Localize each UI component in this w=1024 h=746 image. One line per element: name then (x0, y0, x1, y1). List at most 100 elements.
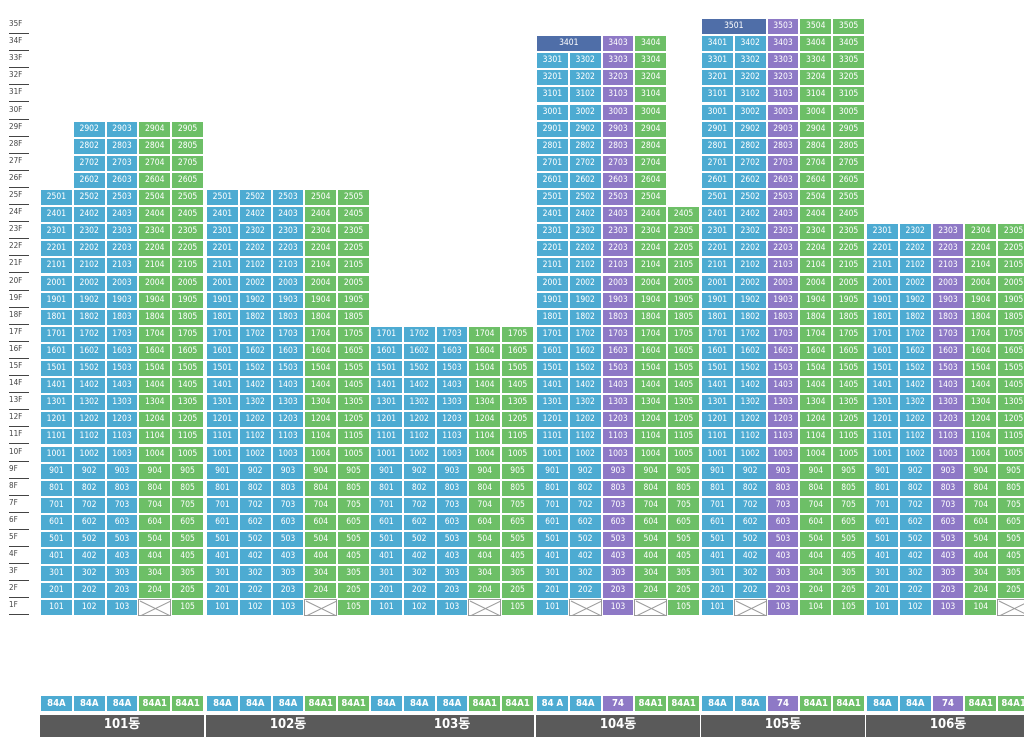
unit-cell[interactable]: 1805 (997, 308, 1024, 326)
unit-cell[interactable]: 2304 (964, 223, 998, 241)
unit-cell[interactable]: 603 (931, 513, 965, 531)
unit-cell[interactable]: 2103 (766, 257, 800, 275)
unit-cell[interactable]: 504 (964, 531, 998, 549)
unit-cell[interactable]: 1103 (435, 428, 469, 446)
unit-cell[interactable]: 3402 (733, 35, 767, 53)
unit-cell[interactable]: 1501 (701, 360, 734, 378)
unit-cell[interactable]: 1705 (667, 325, 700, 343)
penthouse-unit[interactable]: 3503 (766, 18, 800, 36)
unit-cell[interactable]: 1805 (337, 308, 370, 326)
unit-cell[interactable]: 2303 (931, 223, 965, 241)
unit-cell[interactable]: 2201 (206, 240, 239, 258)
unit-cell[interactable]: 1302 (402, 394, 436, 412)
unit-cell[interactable]: 903 (931, 462, 965, 480)
unit-cell[interactable]: 1002 (402, 445, 436, 463)
unit-cell[interactable]: 3104 (799, 86, 833, 104)
unit-cell[interactable]: 404 (634, 548, 668, 566)
unit-cell[interactable]: 801 (701, 479, 734, 497)
unit-cell[interactable]: 1301 (866, 394, 899, 412)
unit-cell[interactable]: 1804 (138, 308, 172, 326)
unit-cell[interactable]: 2902 (72, 120, 106, 138)
unit-cell[interactable]: 3401 (701, 35, 734, 53)
unit-cell[interactable]: 601 (206, 513, 239, 531)
unit-cell[interactable]: 2001 (40, 274, 73, 292)
unit-cell[interactable]: 1401 (40, 377, 73, 395)
unit-cell[interactable]: 2804 (634, 137, 668, 155)
unit-cell[interactable]: 1404 (799, 377, 833, 395)
unit-cell[interactable]: 1202 (733, 411, 767, 429)
unit-cell[interactable]: 1402 (568, 377, 602, 395)
unit-cell[interactable]: 103 (931, 599, 965, 617)
unit-cell[interactable]: 1304 (468, 394, 502, 412)
unit-cell[interactable]: 3104 (634, 86, 668, 104)
unit-cell[interactable]: 703 (105, 496, 139, 514)
unit-cell[interactable]: 503 (601, 531, 635, 549)
unit-cell[interactable]: 903 (435, 462, 469, 480)
unit-cell[interactable]: 101 (206, 599, 239, 617)
unit-cell[interactable]: 1904 (138, 291, 172, 309)
penthouse-unit[interactable]: 3504 (799, 18, 833, 36)
unit-cell[interactable]: 1901 (206, 291, 239, 309)
unit-cell[interactable]: 1703 (105, 325, 139, 343)
unit-cell[interactable]: 803 (766, 479, 800, 497)
unit-cell[interactable]: 3303 (766, 52, 800, 70)
unit-cell[interactable]: 2301 (206, 223, 239, 241)
unit-cell[interactable]: 2001 (206, 274, 239, 292)
unit-cell[interactable]: 2003 (105, 274, 139, 292)
unit-cell[interactable]: 2603 (105, 171, 139, 189)
unit-cell[interactable]: 1202 (238, 411, 272, 429)
unit-cell[interactable]: 2203 (105, 240, 139, 258)
unit-cell[interactable]: 1001 (866, 445, 899, 463)
unit-cell[interactable]: 402 (72, 548, 106, 566)
unit-cell[interactable]: 403 (601, 548, 635, 566)
unit-cell[interactable]: 1702 (402, 325, 436, 343)
unit-cell[interactable]: 2404 (799, 206, 833, 224)
unit-cell[interactable]: 2502 (72, 189, 106, 207)
unit-cell[interactable]: 1204 (964, 411, 998, 429)
unit-cell[interactable]: 1704 (468, 325, 502, 343)
unit-cell[interactable]: 103 (271, 599, 305, 617)
unit-cell[interactable]: 301 (206, 565, 239, 583)
unit-cell[interactable]: 901 (866, 462, 899, 480)
unit-cell[interactable]: 3201 (701, 69, 734, 87)
unit-cell[interactable]: 2002 (72, 274, 106, 292)
unit-cell[interactable]: 2305 (667, 223, 700, 241)
unit-cell[interactable]: 2504 (138, 189, 172, 207)
unit-cell[interactable]: 1202 (898, 411, 932, 429)
unit-cell[interactable]: 3004 (634, 103, 668, 121)
unit-cell[interactable]: 104 (964, 599, 998, 617)
unit-cell[interactable]: 1103 (931, 428, 965, 446)
unit-cell[interactable]: 2902 (568, 120, 602, 138)
unit-cell[interactable]: 2103 (271, 257, 305, 275)
unit-cell[interactable]: 2004 (138, 274, 172, 292)
unit-cell[interactable]: 505 (171, 531, 204, 549)
unit-cell[interactable]: 1803 (271, 308, 305, 326)
unit-cell[interactable]: 803 (601, 479, 635, 497)
unit-cell[interactable]: 1504 (799, 360, 833, 378)
unit-cell[interactable]: 904 (799, 462, 833, 480)
unit-cell[interactable]: 2201 (40, 240, 73, 258)
unit-cell[interactable]: 3102 (568, 86, 602, 104)
unit-cell[interactable]: 202 (72, 582, 106, 600)
unit-cell[interactable]: 2905 (832, 120, 865, 138)
unit-cell[interactable]: 1901 (701, 291, 734, 309)
unit-cell[interactable]: 2403 (766, 206, 800, 224)
unit-cell[interactable]: 2002 (568, 274, 602, 292)
unit-cell[interactable]: 2205 (171, 240, 204, 258)
unit-cell[interactable]: 502 (733, 531, 767, 549)
unit-cell[interactable]: 601 (370, 513, 403, 531)
unit-cell[interactable]: 201 (370, 582, 403, 600)
unit-cell[interactable]: 1101 (536, 428, 569, 446)
unit-cell[interactable]: 2402 (72, 206, 106, 224)
unit-cell[interactable]: 1803 (105, 308, 139, 326)
unit-cell[interactable]: 2301 (40, 223, 73, 241)
unit-cell[interactable]: 2501 (701, 189, 734, 207)
unit-cell[interactable]: 501 (206, 531, 239, 549)
unit-cell[interactable]: 1403 (931, 377, 965, 395)
unit-cell[interactable]: 903 (601, 462, 635, 480)
unit-cell[interactable]: 1204 (468, 411, 502, 429)
unit-cell[interactable]: 1304 (304, 394, 338, 412)
unit-cell[interactable]: 803 (931, 479, 965, 497)
unit-cell[interactable]: 1605 (997, 342, 1024, 360)
unit-cell[interactable]: 1301 (40, 394, 73, 412)
